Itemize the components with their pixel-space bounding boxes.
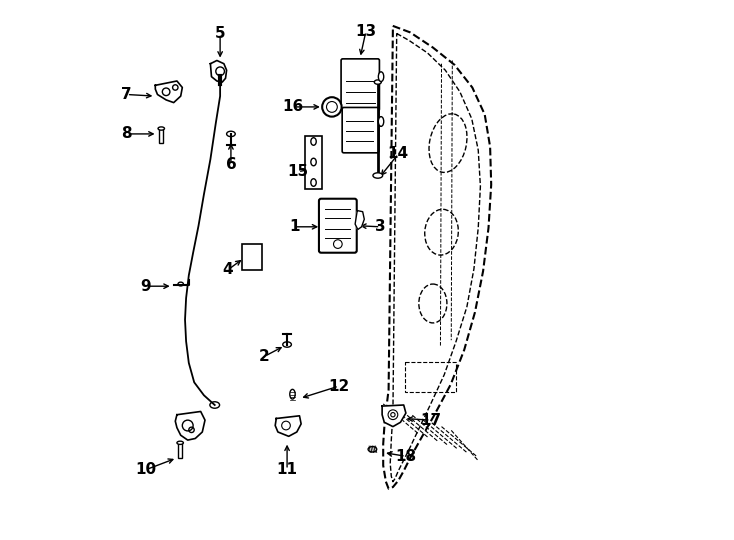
Text: 14: 14 <box>388 146 409 161</box>
Text: 17: 17 <box>420 413 441 428</box>
Polygon shape <box>275 416 301 436</box>
Bar <box>305 136 321 189</box>
Text: 10: 10 <box>135 462 156 477</box>
Ellipse shape <box>283 342 291 347</box>
Ellipse shape <box>378 117 384 126</box>
FancyBboxPatch shape <box>319 199 357 253</box>
Ellipse shape <box>290 389 295 399</box>
Ellipse shape <box>368 447 377 452</box>
Text: 3: 3 <box>375 219 386 234</box>
FancyBboxPatch shape <box>341 59 379 111</box>
Text: 1: 1 <box>289 219 299 234</box>
Text: 6: 6 <box>225 157 236 172</box>
Ellipse shape <box>373 173 382 178</box>
FancyBboxPatch shape <box>342 107 379 153</box>
Ellipse shape <box>158 127 164 130</box>
Text: 5: 5 <box>215 26 225 41</box>
Ellipse shape <box>310 138 316 145</box>
Ellipse shape <box>177 441 184 444</box>
Text: 11: 11 <box>277 462 297 477</box>
Text: 8: 8 <box>121 126 132 141</box>
Text: 16: 16 <box>282 99 303 114</box>
Polygon shape <box>156 81 182 103</box>
Text: 18: 18 <box>396 449 416 464</box>
Polygon shape <box>355 211 364 229</box>
Polygon shape <box>211 60 227 82</box>
Ellipse shape <box>227 131 235 137</box>
Text: 12: 12 <box>328 379 349 394</box>
Text: 9: 9 <box>140 279 151 294</box>
Polygon shape <box>382 405 406 427</box>
Text: 13: 13 <box>355 24 377 39</box>
Ellipse shape <box>310 179 316 186</box>
Bar <box>178 443 182 458</box>
Bar <box>404 362 456 392</box>
Circle shape <box>322 97 341 117</box>
Bar <box>241 244 262 270</box>
Polygon shape <box>175 411 205 440</box>
Text: 7: 7 <box>121 87 132 102</box>
Ellipse shape <box>374 80 381 84</box>
Bar <box>159 129 164 143</box>
Text: 15: 15 <box>287 164 308 179</box>
Text: 2: 2 <box>259 349 270 364</box>
Ellipse shape <box>378 72 384 82</box>
Text: 4: 4 <box>222 262 233 278</box>
Ellipse shape <box>310 158 316 166</box>
Ellipse shape <box>210 402 219 408</box>
